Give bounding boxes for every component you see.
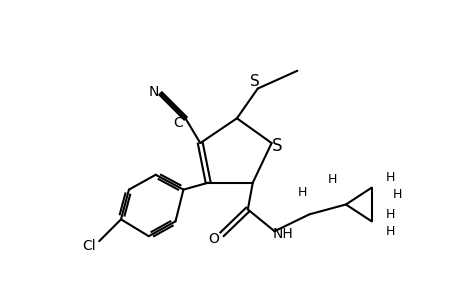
Text: H: H: [385, 171, 394, 184]
Text: Cl: Cl: [82, 239, 96, 253]
Text: O: O: [208, 232, 219, 246]
Text: NH: NH: [272, 227, 292, 241]
Text: C: C: [173, 116, 183, 130]
Text: H: H: [385, 208, 394, 221]
Text: H: H: [385, 225, 394, 238]
Text: N: N: [148, 85, 158, 98]
Text: S: S: [272, 137, 282, 155]
Text: H: H: [327, 173, 336, 186]
Text: H: H: [297, 186, 306, 199]
Text: H: H: [392, 188, 401, 201]
Text: S: S: [249, 74, 259, 89]
